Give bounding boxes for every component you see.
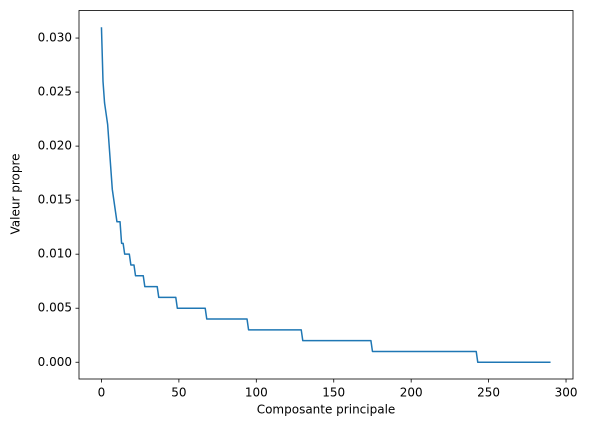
y-tick-label: 0.025 — [38, 85, 72, 99]
y-tick-label: 0.005 — [38, 301, 72, 315]
y-tick-label: 0.015 — [38, 193, 72, 207]
y-tick-label: 0.010 — [38, 247, 72, 261]
y-tick-label: 0.020 — [38, 139, 72, 153]
x-tick-label: 50 — [171, 386, 186, 400]
x-tick-label: 300 — [555, 386, 578, 400]
x-tick-label: 250 — [477, 386, 500, 400]
x-tick-label: 100 — [245, 386, 268, 400]
y-axis-label: Valeur propre — [9, 154, 23, 235]
y-tick-label: 0.000 — [38, 355, 72, 369]
data-line — [100, 27, 551, 363]
x-tick-label: 0 — [98, 386, 106, 400]
x-axis-label: Composante principale — [257, 403, 396, 417]
x-tick-label: 150 — [322, 386, 345, 400]
y-tick-label: 0.030 — [38, 31, 72, 45]
plot-frame — [78, 10, 574, 380]
x-tick-label: 200 — [400, 386, 423, 400]
